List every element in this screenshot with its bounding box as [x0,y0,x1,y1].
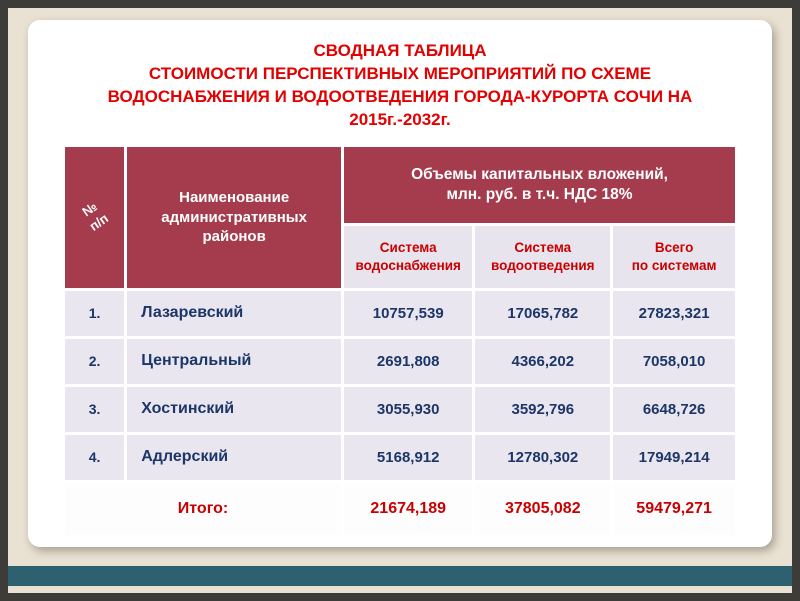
district-name: Хостинский [127,386,342,432]
title-line: ВОДОСНАБЖЕНИЯ И ВОДООТВЕДЕНИЯ ГОРОДА-КУР… [107,86,693,106]
slide-background: СВОДНАЯ ТАБЛИЦА СТОИМОСТИ ПЕРСПЕКТИВНЫХ … [8,8,792,593]
title-line: СВОДНАЯ ТАБЛИЦА [313,41,487,60]
subheader-systems-total: Всего по системам [613,225,735,288]
water-supply-value: 2691,808 [344,338,473,384]
subheader-water-supply: Система водоснабжения [344,225,473,288]
table-row: 3. Хостинский 3055,930 3592,796 6648,726 [65,386,735,432]
table-row: 2. Центральный 2691,808 4366,202 7058,01… [65,338,735,384]
water-disposal-value: 3592,796 [475,386,611,432]
col-header-num-label: № п/п [79,199,112,235]
totals-systems-total: 59479,271 [613,482,735,535]
district-name: Лазаревский [127,290,342,336]
water-supply-value: 3055,930 [344,386,473,432]
totals-row: Итого: 21674,189 37805,082 59479,271 [65,482,735,535]
bottom-accent-bar [8,566,792,586]
systems-total-value: 6648,726 [613,386,735,432]
water-supply-value: 10757,539 [344,290,473,336]
table-subheader-row: Система водоснабжения Система водоотведе… [65,225,735,288]
totals-label: Итого: [65,482,342,535]
row-number: 1. [65,290,125,336]
content-panel: СВОДНАЯ ТАБЛИЦА СТОИМОСТИ ПЕРСПЕКТИВНЫХ … [28,20,772,547]
table-row: 4. Адлерский 5168,912 12780,302 17949,21… [65,434,735,480]
table-header-row: № п/п Наименование административных райо… [65,146,735,288]
totals-water-supply: 21674,189 [344,482,473,535]
systems-total-value: 17949,214 [613,434,735,480]
water-disposal-value: 12780,302 [475,434,611,480]
district-name: Адлерский [127,434,342,480]
district-name: Центральный [127,338,342,384]
row-number: 2. [65,338,125,384]
col-header-volumes: Объемы капитальных вложений, млн. руб. в… [344,146,735,223]
row-number: 4. [65,434,125,480]
title-line: 2015г.-2032г. [349,109,451,129]
systems-total-value: 7058,010 [613,338,735,384]
systems-total-value: 27823,321 [613,290,735,336]
col-header-districts: Наименование административных районов [127,146,342,288]
totals-water-disposal: 37805,082 [475,482,611,535]
summary-table-wrapper: № п/п Наименование административных райо… [62,144,738,538]
slide-title: СВОДНАЯ ТАБЛИЦА СТОИМОСТИ ПЕРСПЕКТИВНЫХ … [62,40,738,132]
table-row: 1. Лазаревский 10757,539 17065,782 27823… [65,290,735,336]
subheader-water-disposal: Система водоотведения [475,225,611,288]
row-number: 3. [65,386,125,432]
col-header-num: № п/п [65,146,125,288]
water-disposal-value: 4366,202 [475,338,611,384]
water-supply-value: 5168,912 [344,434,473,480]
title-line: СТОИМОСТИ ПЕРСПЕКТИВНЫХ МЕРОПРИЯТИЙ ПО С… [148,63,652,83]
summary-table: № п/п Наименование административных райо… [62,144,738,538]
water-disposal-value: 17065,782 [475,290,611,336]
